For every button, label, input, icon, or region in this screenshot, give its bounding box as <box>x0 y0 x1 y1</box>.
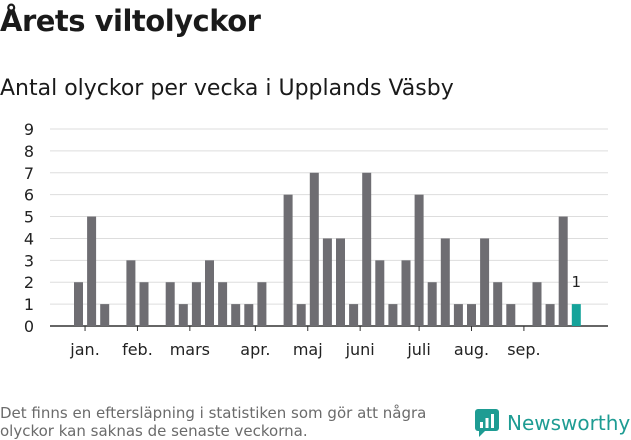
bar <box>283 194 293 326</box>
newsworthy-logo-icon <box>475 409 499 437</box>
y-tick-label: 6 <box>24 186 34 205</box>
footnote: Det finns en eftersläpning i statistiken… <box>0 404 427 440</box>
y-tick-label: 3 <box>24 251 34 270</box>
latest-week-value-label: 1 <box>572 273 582 291</box>
bar <box>493 282 503 326</box>
bar <box>165 282 175 326</box>
bar <box>191 282 201 326</box>
y-tick-label: 8 <box>24 142 34 161</box>
y-tick-label: 1 <box>24 295 34 314</box>
x-month-label: aug. <box>454 340 489 359</box>
bar <box>139 282 149 326</box>
x-month-label: sep. <box>507 340 540 359</box>
chart-subtitle: Antal olyckor per vecka i Upplands Väsby <box>0 76 454 101</box>
y-tick-label: 5 <box>24 208 34 227</box>
bar <box>100 304 110 326</box>
bar <box>427 282 437 326</box>
chart-title: Årets viltolyckor <box>0 4 261 38</box>
bar <box>506 304 516 326</box>
y-tick-label: 9 <box>24 120 34 139</box>
bar <box>414 194 424 326</box>
bar <box>87 216 97 326</box>
bar <box>440 238 450 326</box>
bar <box>74 282 83 326</box>
brand: Newsworthy <box>475 408 630 438</box>
x-month-label: juni <box>345 340 375 359</box>
bar <box>322 238 332 326</box>
bar <box>309 172 319 326</box>
y-tick-label: 4 <box>24 229 34 248</box>
y-tick-label: 2 <box>24 273 34 292</box>
bars <box>74 172 581 326</box>
brand-name: Newsworthy <box>507 411 631 435</box>
x-month-label: apr. <box>240 340 270 359</box>
bar <box>218 282 228 326</box>
bar <box>257 282 267 326</box>
bar <box>296 304 306 326</box>
bar <box>205 260 214 326</box>
bar <box>545 304 555 326</box>
x-month-label: feb. <box>122 340 153 359</box>
bar <box>178 304 188 326</box>
bar-latest-week <box>571 304 581 326</box>
bar <box>349 304 359 326</box>
bar <box>126 260 136 326</box>
annotations: 1 <box>572 273 582 291</box>
bar-chart: 0 1 2 3 4 5 6 7 8 9 jan. feb. mars apr. maj juni juli au… <box>24 120 608 359</box>
bar <box>532 282 542 326</box>
x-month-label: jan. <box>69 340 99 359</box>
y-axis-ticks: 0 1 2 3 4 5 6 7 8 9 <box>24 120 34 336</box>
x-axis-month-labels: jan. feb. mars apr. maj juni juli aug. sep. <box>69 326 541 359</box>
bar <box>480 238 490 326</box>
x-month-label: mars <box>170 340 210 359</box>
bar <box>401 260 411 326</box>
bar <box>244 304 254 326</box>
y-tick-label: 0 <box>24 317 34 336</box>
y-tick-label: 7 <box>24 164 34 183</box>
bar <box>362 172 372 326</box>
x-month-label: juli <box>406 340 430 359</box>
bar <box>453 304 463 326</box>
x-month-label: maj <box>293 340 323 359</box>
bar <box>336 238 345 326</box>
bar <box>558 216 568 326</box>
bar <box>375 260 385 326</box>
bar <box>467 304 476 326</box>
bar <box>388 304 398 326</box>
bar <box>231 304 241 326</box>
